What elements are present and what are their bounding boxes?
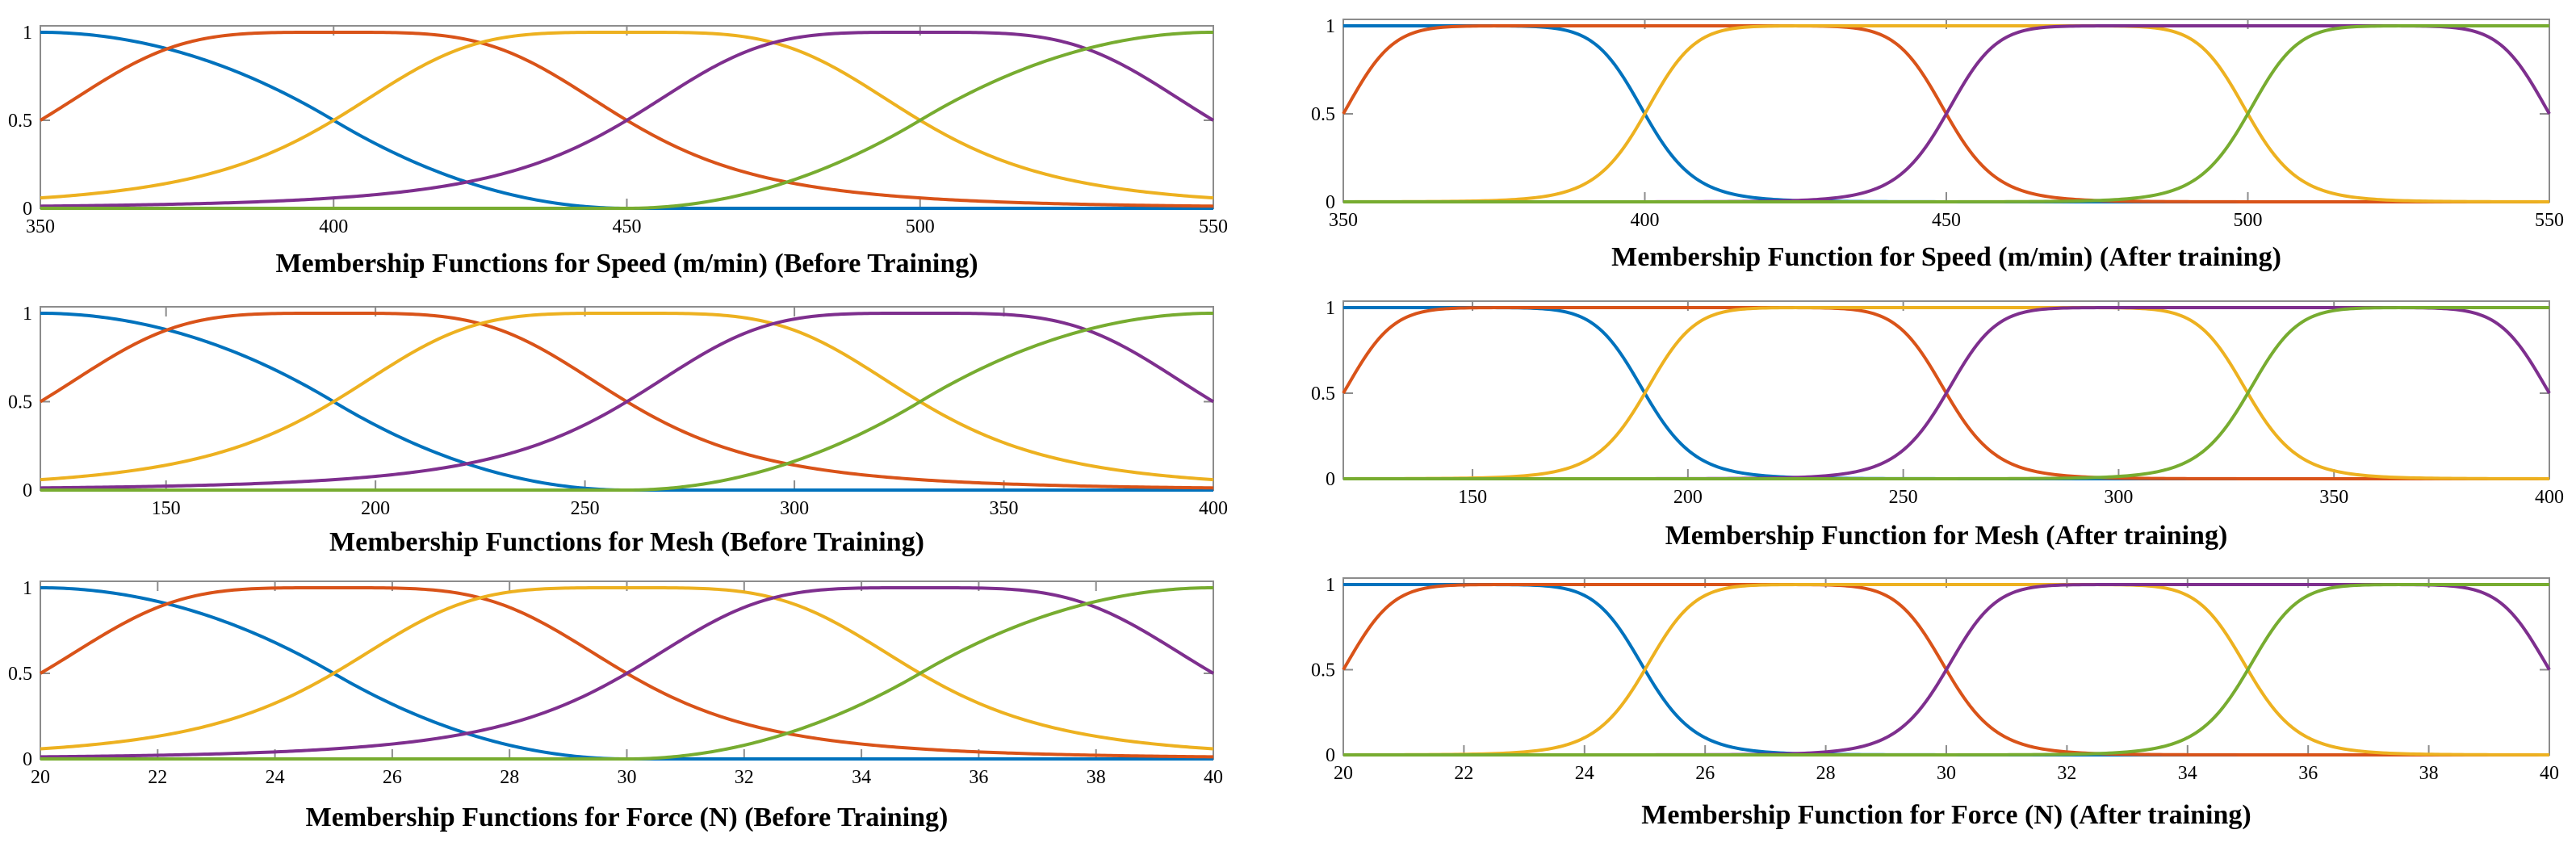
y-tick-label: 0.5 (1311, 383, 1335, 404)
x-tick-label: 400 (1631, 210, 1660, 231)
y-tick-label: 1 (1326, 16, 1335, 37)
y-tick-label: 1 (23, 578, 32, 599)
y-tick-label: 0.5 (8, 664, 32, 685)
y-tick-label: 0.5 (1311, 660, 1335, 681)
y-tick-label: 0 (23, 199, 32, 220)
y-tick-label: 0 (1326, 192, 1335, 213)
x-tick-label: 24 (266, 767, 285, 788)
series-line-mf3 (40, 31, 1214, 200)
x-tick-label: 250 (1889, 487, 1918, 508)
x-tick-label: 200 (361, 498, 390, 519)
chart-title: Membership Functions for Force (N) (Befo… (306, 803, 949, 832)
x-tick-label: 550 (1199, 216, 1228, 237)
x-tick-label: 28 (1816, 763, 1836, 784)
series-line-mf5 (40, 586, 1214, 761)
series-line-mf5 (40, 31, 1214, 210)
y-tick-label: 0.5 (1311, 104, 1335, 125)
x-tick-label: 150 (1458, 487, 1487, 508)
series-line-mf4 (40, 586, 1215, 759)
x-tick-label: 300 (2104, 487, 2133, 508)
x-tick-label: 20 (1334, 763, 1353, 784)
x-tick-label: 22 (1454, 763, 1473, 784)
y-tick-label: 1 (23, 304, 32, 325)
x-tick-label: 38 (2419, 763, 2439, 784)
chart-speed-after: 0 0.5 1 350 400 450 500 550 Membership Function … (1311, 16, 2564, 272)
x-tick-label: 28 (500, 767, 519, 788)
chart-title: Membership Functions for Speed (m/min) (… (275, 249, 978, 279)
series-line-mf3 (40, 312, 1214, 482)
y-tick-label: 1 (23, 23, 32, 44)
x-tick-label: 150 (152, 498, 181, 519)
plot-area (40, 25, 1214, 209)
x-tick-label: 22 (148, 767, 167, 788)
x-tick-label: 34 (852, 767, 871, 788)
plot-area (40, 306, 1214, 491)
series-line-mf5 (40, 312, 1214, 492)
x-tick-label: 350 (2319, 487, 2348, 508)
x-tick-label: 26 (1695, 763, 1715, 784)
x-tick-label: 30 (618, 767, 637, 788)
series-line-mf4 (40, 31, 1215, 208)
x-tick-label: 350 (1329, 210, 1358, 231)
plot-area (1342, 300, 2550, 480)
y-tick-label: 0 (1326, 469, 1335, 490)
series-line-mf5 (1343, 24, 2549, 203)
chart-title: Membership Function for Mesh (After trai… (1665, 521, 2228, 551)
x-tick-label: 36 (2298, 763, 2318, 784)
y-tick-label: 0 (23, 480, 32, 501)
chart-mesh-before: 0 0.5 1 150 200 250 300 350 400 Membership Functi… (8, 304, 1228, 557)
series-line-mf4 (40, 312, 1215, 490)
x-tick-label: 350 (990, 498, 1019, 519)
chart-title: Membership Function for Force (N) (After… (1641, 800, 2251, 830)
x-tick-label: 26 (383, 767, 402, 788)
x-tick-label: 500 (906, 216, 935, 237)
x-tick-label: 32 (735, 767, 754, 788)
x-tick-label: 32 (2057, 763, 2076, 784)
x-tick-label: 40 (1204, 767, 1223, 788)
y-tick-label: 0.5 (8, 392, 32, 413)
x-tick-label: 400 (1199, 498, 1228, 519)
chart-force-before: 0 0.5 1 20 22 24 26 28 30 32 34 36 38 40 Membership Fu… (8, 578, 1223, 832)
series-line-mf5 (1343, 583, 2549, 757)
plot-area (40, 580, 1214, 760)
chart-title: Membership Functions for Mesh (Before Tr… (329, 527, 924, 557)
x-tick-label: 350 (26, 216, 55, 237)
x-tick-label: 30 (1937, 763, 1956, 784)
chart-speed-before: 0 0.5 1 350 400 450 500 550 Membership Functions… (8, 23, 1228, 279)
y-tick-label: 0 (23, 749, 32, 770)
x-tick-label: 550 (2535, 210, 2564, 231)
x-tick-label: 200 (1673, 487, 1703, 508)
x-tick-label: 450 (613, 216, 642, 237)
x-tick-label: 38 (1087, 767, 1106, 788)
x-tick-label: 300 (780, 498, 809, 519)
y-tick-label: 1 (1326, 575, 1335, 596)
series-line-mf3 (1342, 24, 2550, 203)
y-tick-label: 0.5 (8, 111, 32, 132)
x-tick-label: 20 (31, 767, 50, 788)
chart-mesh-after: 0 0.5 1 150 200 250 300 350 400 Membership Functi… (1311, 298, 2564, 551)
x-tick-label: 400 (2535, 487, 2564, 508)
series-line-mf3 (1343, 306, 2549, 480)
x-tick-label: 36 (969, 767, 988, 788)
y-tick-label: 1 (1326, 298, 1335, 319)
plot-area (1342, 577, 2550, 756)
x-tick-label: 40 (2540, 763, 2559, 784)
x-tick-label: 34 (2178, 763, 2197, 784)
x-tick-label: 450 (1932, 210, 1961, 231)
series-line-mf3 (40, 586, 1214, 751)
series-line-mf3 (1343, 583, 2549, 757)
x-tick-label: 400 (319, 216, 348, 237)
series-line-mf5 (1343, 306, 2549, 480)
chart-title: Membership Function for Speed (m/min) (A… (1611, 242, 2281, 272)
x-tick-label: 250 (571, 498, 600, 519)
y-tick-label: 0 (1326, 745, 1335, 766)
x-tick-label: 500 (2234, 210, 2263, 231)
x-tick-label: 24 (1575, 763, 1594, 784)
